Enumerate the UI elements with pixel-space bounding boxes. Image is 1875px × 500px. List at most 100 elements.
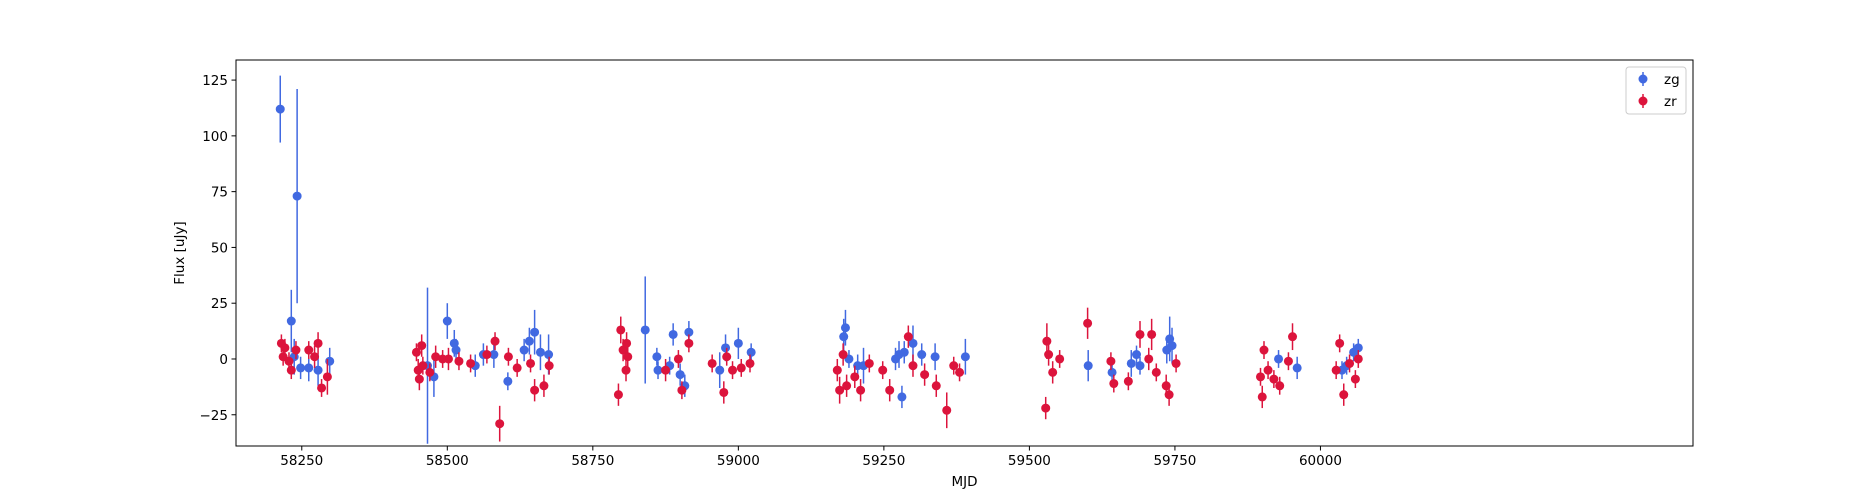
zr-point xyxy=(719,387,729,397)
zr-point xyxy=(1335,338,1345,348)
legend-entry-zr: zr xyxy=(1638,94,1677,110)
zr-point xyxy=(539,381,549,391)
zg-point xyxy=(668,329,678,339)
y-axis-ticks: −25 0 25 50 75 100 125 xyxy=(200,73,236,424)
zg-point xyxy=(839,332,849,342)
zr-point xyxy=(1151,367,1161,377)
zr-point xyxy=(291,345,301,355)
zg-point xyxy=(930,352,940,362)
x-tick-label: 59250 xyxy=(862,453,905,469)
zr-point xyxy=(1164,390,1174,400)
zg-point xyxy=(519,345,529,355)
x-tick-label: 59000 xyxy=(717,453,760,469)
zr-point xyxy=(317,383,327,393)
zr-point xyxy=(908,361,918,371)
zr-point xyxy=(613,390,623,400)
series-zr xyxy=(276,307,1363,442)
zr-point xyxy=(722,352,732,362)
zr-point xyxy=(1048,367,1058,377)
zr-point xyxy=(495,419,505,429)
zg-point xyxy=(544,350,554,360)
zr-point xyxy=(618,345,628,355)
zr-point xyxy=(411,347,421,357)
legend-zr-label: zr xyxy=(1664,94,1677,110)
x-tick-label: 58500 xyxy=(426,453,469,469)
zr-point xyxy=(832,365,842,375)
y-tick-label: 0 xyxy=(219,352,228,368)
zr-point xyxy=(616,325,626,335)
zg-point xyxy=(524,336,534,346)
zg-point xyxy=(535,347,545,357)
legend-entry-zg: zg xyxy=(1638,72,1680,88)
zr-point xyxy=(1147,329,1157,339)
zr-point xyxy=(1042,336,1052,346)
zg-point xyxy=(652,352,662,362)
zg-point xyxy=(286,316,296,326)
zr-point xyxy=(1259,345,1269,355)
zr-point xyxy=(864,358,874,368)
zg-point xyxy=(325,356,335,366)
zg-point xyxy=(715,365,725,375)
zr-point xyxy=(431,352,441,362)
x-tick-label: 58250 xyxy=(280,453,323,469)
zr-point xyxy=(838,350,848,360)
zr-point xyxy=(310,352,320,362)
x-tick-label: 59500 xyxy=(1008,453,1051,469)
zg-point xyxy=(1135,361,1145,371)
x-tick-label: 59750 xyxy=(1153,453,1196,469)
zr-point xyxy=(284,356,294,366)
zg-point xyxy=(653,365,663,375)
zr-point xyxy=(622,338,632,348)
zr-point xyxy=(1288,332,1298,342)
zr-point xyxy=(1283,356,1293,366)
zr-point xyxy=(903,332,913,342)
zg-point xyxy=(1107,367,1117,377)
x-axis-ticks: 58250 58500 58750 59000 59250 59500 59750 60000 xyxy=(280,446,1342,469)
y-tick-label: 75 xyxy=(211,185,228,201)
plot-frame xyxy=(235,59,1694,447)
zg-point xyxy=(442,316,452,326)
zr-point xyxy=(1263,365,1273,375)
zr-point xyxy=(482,350,492,360)
zr-point xyxy=(736,363,746,373)
zr-point xyxy=(1083,318,1093,328)
zr-point xyxy=(526,358,536,368)
zr-point xyxy=(417,341,427,351)
zr-point xyxy=(842,381,852,391)
zr-point xyxy=(835,385,845,395)
zr-point xyxy=(621,365,631,375)
zr-point xyxy=(1353,354,1363,364)
zr-point xyxy=(920,370,930,380)
zr-point xyxy=(949,361,959,371)
zr-point xyxy=(623,352,633,362)
zg-point xyxy=(733,338,743,348)
zr-point xyxy=(1044,350,1054,360)
zg-point xyxy=(296,363,306,373)
zg-point xyxy=(1292,363,1302,373)
zr-point xyxy=(466,358,476,368)
zr-point xyxy=(931,381,941,391)
zr-point xyxy=(443,354,453,364)
zg-point xyxy=(684,327,694,337)
zr-point xyxy=(1275,381,1285,391)
zr-point xyxy=(544,361,554,371)
zr-point xyxy=(1171,358,1181,368)
y-tick-label: 25 xyxy=(211,296,228,312)
zg-point xyxy=(275,104,285,114)
zg-point xyxy=(313,365,323,375)
zr-point xyxy=(1339,390,1349,400)
y-tick-label: 100 xyxy=(202,129,228,145)
zg-point xyxy=(1274,354,1284,364)
zg-point xyxy=(675,370,685,380)
zg-point xyxy=(503,376,513,386)
zr-point xyxy=(1055,354,1065,364)
zr-point xyxy=(512,363,522,373)
zr-point xyxy=(530,385,540,395)
zg-point xyxy=(1167,341,1177,351)
zr-point xyxy=(1135,329,1145,339)
zg-point xyxy=(1132,350,1142,360)
zr-point xyxy=(850,372,860,382)
zr-point xyxy=(1144,354,1154,364)
